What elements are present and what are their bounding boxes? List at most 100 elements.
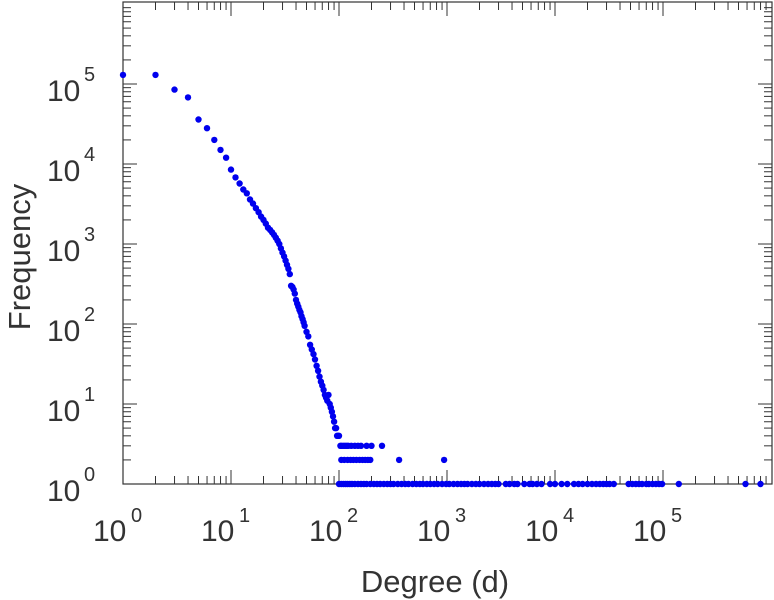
x-tick-label: 10 0 bbox=[93, 505, 142, 548]
y-tick-label-exponent: 0 bbox=[84, 464, 95, 486]
data-point bbox=[357, 442, 365, 449]
y-tick-label: 10 4 bbox=[47, 144, 95, 188]
data-point bbox=[564, 480, 571, 488]
data-point bbox=[363, 442, 370, 449]
data-point bbox=[584, 480, 591, 488]
data-point bbox=[521, 480, 528, 488]
data-point bbox=[227, 166, 235, 173]
data-point bbox=[305, 333, 312, 340]
data-point bbox=[211, 136, 218, 144]
y-tick-label: 10 1 bbox=[47, 384, 95, 428]
x-tick-label-base: 10 bbox=[525, 515, 558, 548]
x-tick-label: 10 3 bbox=[417, 505, 466, 548]
data-point bbox=[285, 265, 292, 272]
y-tick-label-base: 10 bbox=[47, 475, 80, 508]
y-tick-label-exponent: 1 bbox=[84, 384, 95, 406]
data-point bbox=[291, 290, 298, 297]
x-tick-label-exponent: 0 bbox=[131, 505, 142, 527]
major-ticks bbox=[122, 2, 772, 485]
data-point bbox=[195, 116, 202, 123]
data-point bbox=[332, 424, 340, 432]
y-tick-label: 10 0 bbox=[47, 464, 95, 508]
data-point bbox=[152, 71, 159, 79]
y-tick-label-base: 10 bbox=[47, 235, 80, 268]
x-axis-title: Degree (d) bbox=[361, 564, 509, 599]
plot-frame bbox=[122, 1, 773, 485]
x-tick-label-base: 10 bbox=[201, 515, 234, 548]
y-tick-label-exponent: 3 bbox=[84, 224, 95, 246]
data-point bbox=[203, 125, 211, 132]
data-point bbox=[538, 480, 545, 488]
data-point bbox=[658, 480, 666, 488]
data-point bbox=[367, 456, 374, 464]
minor-ticks bbox=[123, 2, 772, 484]
y-tick-label-exponent: 5 bbox=[84, 64, 95, 86]
x-tick-labels: 10 0 10 1 10 2 10 3 10 4 10 5 bbox=[93, 505, 682, 548]
y-axis-title: Frequency bbox=[2, 183, 37, 330]
y-tick-label-exponent: 2 bbox=[84, 304, 95, 326]
x-tick-label: 10 4 bbox=[525, 505, 574, 548]
x-tick-label-base: 10 bbox=[93, 515, 126, 548]
data-point bbox=[558, 480, 565, 488]
data-point bbox=[236, 180, 243, 187]
data-point bbox=[329, 413, 337, 420]
data-point bbox=[320, 386, 327, 394]
data-point bbox=[476, 480, 483, 488]
data-point bbox=[368, 442, 375, 449]
data-point bbox=[757, 480, 764, 488]
x-tick-label-exponent: 2 bbox=[347, 505, 358, 527]
y-tick-label: 10 3 bbox=[47, 224, 95, 268]
data-point bbox=[217, 146, 224, 154]
data-point bbox=[378, 442, 386, 449]
data-point bbox=[330, 418, 338, 425]
data-point bbox=[434, 480, 441, 488]
data-point bbox=[314, 367, 322, 374]
data-point bbox=[675, 480, 682, 488]
data-point bbox=[514, 480, 521, 488]
y-tick-label-base: 10 bbox=[47, 395, 80, 428]
data-point bbox=[301, 322, 308, 329]
data-point bbox=[316, 373, 323, 380]
data-point bbox=[286, 270, 293, 278]
data-point bbox=[742, 480, 749, 488]
data-point bbox=[243, 190, 250, 197]
data-point bbox=[533, 480, 541, 488]
data-point bbox=[119, 71, 127, 79]
data-point bbox=[184, 94, 192, 101]
data-point bbox=[311, 356, 319, 363]
y-tick-label-base: 10 bbox=[47, 315, 80, 348]
data-point bbox=[232, 174, 239, 181]
data-point bbox=[610, 480, 617, 488]
x-tick-label-exponent: 3 bbox=[455, 505, 466, 527]
x-tick-label: 10 1 bbox=[201, 505, 250, 548]
x-tick-label-base: 10 bbox=[309, 515, 342, 548]
data-point bbox=[395, 456, 403, 464]
data-points bbox=[119, 71, 764, 488]
data-point bbox=[325, 391, 332, 399]
x-tick-label: 10 5 bbox=[633, 505, 682, 548]
data-point bbox=[249, 200, 257, 207]
data-point bbox=[551, 480, 559, 488]
y-tick-label: 10 5 bbox=[47, 64, 95, 108]
data-point bbox=[570, 480, 578, 488]
data-point bbox=[310, 350, 317, 358]
data-point bbox=[506, 480, 513, 488]
y-tick-label: 10 2 bbox=[47, 304, 95, 348]
x-tick-label-exponent: 5 bbox=[671, 505, 682, 527]
x-tick-label-exponent: 1 bbox=[239, 505, 250, 527]
y-tick-label-exponent: 4 bbox=[84, 144, 95, 166]
x-tick-label-exponent: 4 bbox=[563, 505, 574, 527]
data-point bbox=[495, 480, 502, 488]
data-point bbox=[222, 154, 230, 161]
y-tick-label-base: 10 bbox=[47, 155, 80, 188]
x-tick-label-base: 10 bbox=[417, 515, 450, 548]
data-point bbox=[335, 432, 343, 439]
y-tick-label-base: 10 bbox=[47, 75, 80, 108]
data-point bbox=[440, 456, 448, 464]
data-point bbox=[171, 86, 178, 93]
data-point bbox=[313, 362, 320, 369]
data-point bbox=[579, 480, 586, 488]
x-tick-label: 10 2 bbox=[309, 505, 358, 548]
